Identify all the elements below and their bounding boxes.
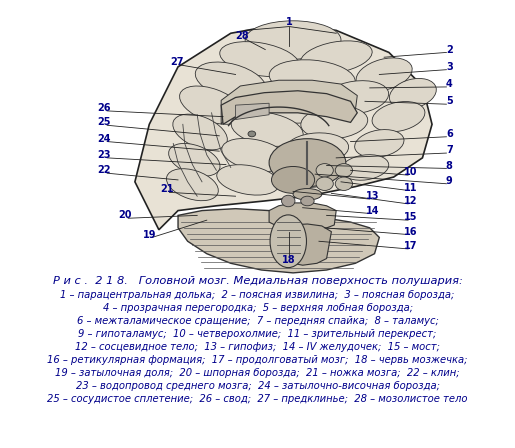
- Ellipse shape: [335, 164, 352, 177]
- Ellipse shape: [301, 196, 314, 206]
- Text: 27: 27: [170, 57, 184, 67]
- Ellipse shape: [168, 143, 220, 176]
- Text: 1 – парацентральная долька;  2 – поясная извилина;  3 – поясная борозда;: 1 – парацентральная долька; 2 – поясная …: [60, 290, 455, 300]
- Ellipse shape: [316, 177, 333, 190]
- Polygon shape: [277, 224, 331, 265]
- Ellipse shape: [270, 215, 306, 267]
- Ellipse shape: [166, 169, 218, 201]
- Ellipse shape: [220, 42, 299, 77]
- Polygon shape: [178, 209, 380, 273]
- Text: 8: 8: [446, 160, 453, 171]
- Ellipse shape: [285, 133, 349, 164]
- Ellipse shape: [269, 60, 355, 97]
- Text: 25 – сосудистое сплетение;  26 – свод;  27 – предклинье;  28 – мозолистое тело: 25 – сосудистое сплетение; 26 – свод; 27…: [47, 394, 468, 404]
- Text: 21: 21: [160, 185, 173, 194]
- Text: 11: 11: [404, 183, 418, 193]
- Text: 3: 3: [446, 62, 453, 72]
- Text: 19 – затылочная доля;  20 – шпорная борозда;  21 – ножка мозга;  22 – клин;: 19 – затылочная доля; 20 – шпорная бороз…: [55, 368, 460, 378]
- Text: 4: 4: [446, 79, 453, 89]
- Text: 9: 9: [446, 176, 453, 186]
- Text: 26: 26: [97, 103, 111, 113]
- Ellipse shape: [356, 58, 412, 91]
- Text: 19: 19: [143, 229, 156, 240]
- Text: 23 – водопровод среднего мозга;  24 – затылочно-височная борозда;: 23 – водопровод среднего мозга; 24 – зат…: [76, 381, 440, 391]
- Text: 5: 5: [446, 96, 453, 106]
- Ellipse shape: [195, 62, 266, 100]
- Text: 25: 25: [97, 117, 111, 127]
- Polygon shape: [235, 103, 269, 120]
- Text: 12: 12: [404, 196, 418, 206]
- Ellipse shape: [372, 102, 425, 132]
- Ellipse shape: [335, 177, 352, 190]
- Text: 6 – межталамическое сращение;  7 – передняя спайка;  8 – таламус;: 6 – межталамическое сращение; 7 – передн…: [77, 316, 439, 326]
- Text: 2: 2: [446, 44, 453, 55]
- Ellipse shape: [300, 41, 372, 73]
- Ellipse shape: [180, 86, 244, 124]
- Text: 7: 7: [446, 145, 453, 155]
- Ellipse shape: [293, 189, 322, 200]
- Polygon shape: [135, 24, 432, 230]
- Text: 28: 28: [235, 31, 249, 41]
- Ellipse shape: [248, 131, 255, 137]
- Text: 14: 14: [366, 206, 380, 215]
- Text: 1: 1: [286, 17, 293, 27]
- Text: 12 – сосцевидное тело;  13 – гипофиз;  14 – IV желудочек;  15 – мост;: 12 – сосцевидное тело; 13 – гипофиз; 14 …: [75, 342, 440, 352]
- Text: 16: 16: [404, 227, 418, 237]
- Text: 20: 20: [118, 211, 132, 220]
- Ellipse shape: [248, 87, 328, 123]
- Ellipse shape: [231, 112, 303, 146]
- Text: 22: 22: [97, 165, 111, 175]
- Text: 24: 24: [97, 134, 111, 144]
- Text: 4 – прозрачная перегородка;  5 – верхняя лобная борозда;: 4 – прозрачная перегородка; 5 – верхняя …: [102, 303, 413, 313]
- Text: 15: 15: [404, 212, 418, 222]
- Ellipse shape: [222, 138, 288, 172]
- Text: 17: 17: [404, 241, 418, 251]
- Ellipse shape: [341, 155, 389, 180]
- Ellipse shape: [282, 195, 295, 207]
- Polygon shape: [221, 91, 357, 124]
- Text: 13: 13: [366, 191, 380, 201]
- Ellipse shape: [271, 167, 315, 194]
- Ellipse shape: [389, 78, 436, 109]
- Text: 18: 18: [282, 255, 296, 265]
- Text: 10: 10: [404, 167, 418, 177]
- Text: 16 – ретикулярная формация;  17 – продолговатый мозг;  18 – червь мозжечка;: 16 – ретикулярная формация; 17 – продолг…: [47, 355, 468, 365]
- Ellipse shape: [269, 139, 346, 187]
- Text: 9 – гипоталамус;  10 – четверохолмие;  11 – зрительный перекрест;: 9 – гипоталамус; 10 – четверохолмие; 11 …: [78, 329, 437, 339]
- Ellipse shape: [301, 106, 368, 139]
- Polygon shape: [269, 203, 336, 232]
- Polygon shape: [221, 80, 357, 124]
- Text: 23: 23: [97, 150, 111, 160]
- Ellipse shape: [316, 164, 333, 177]
- Ellipse shape: [245, 21, 341, 59]
- Ellipse shape: [173, 114, 227, 150]
- Text: 6: 6: [446, 129, 453, 139]
- Ellipse shape: [217, 165, 279, 195]
- Text: Р и с .  2 1 8.   Головной мозг. Медиальная поверхность полушария:: Р и с . 2 1 8. Головной мозг. Медиальная…: [53, 276, 462, 286]
- Ellipse shape: [355, 129, 404, 157]
- Ellipse shape: [322, 81, 389, 114]
- Ellipse shape: [279, 161, 336, 188]
